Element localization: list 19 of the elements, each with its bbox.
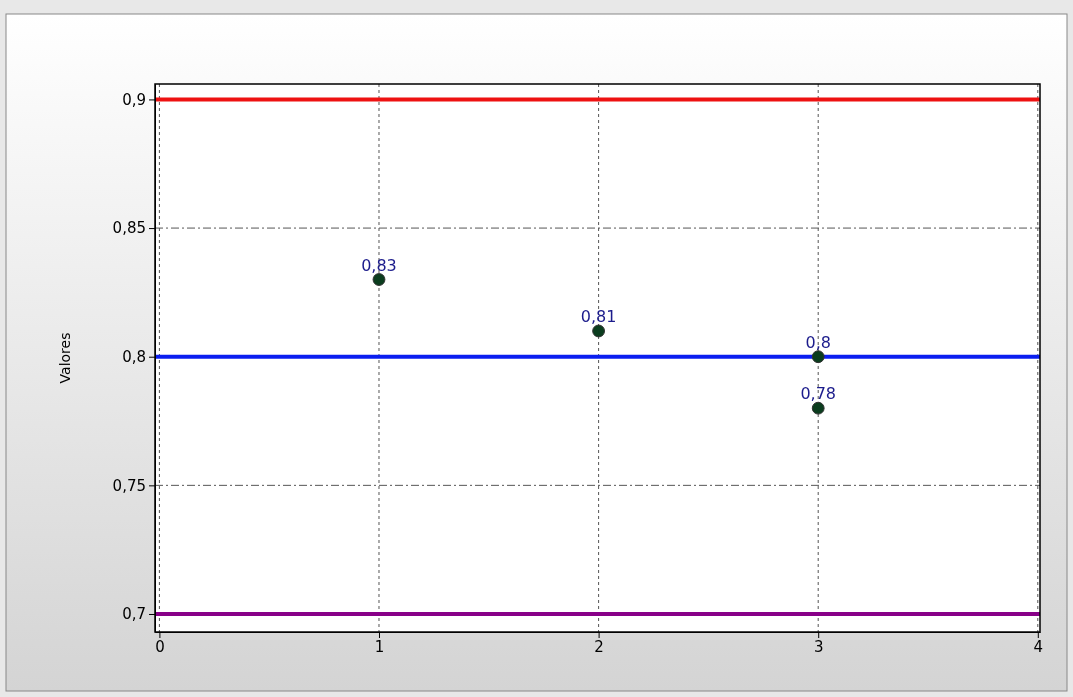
- x-tick-label: 0: [155, 637, 165, 656]
- x-tick-label: 1: [374, 637, 385, 656]
- data-label: 0,81: [580, 306, 617, 326]
- point: [592, 324, 606, 338]
- y-tick-label: 0,75: [112, 476, 146, 495]
- point: [811, 401, 825, 415]
- point: [811, 350, 825, 364]
- point: [372, 273, 386, 286]
- x-tick-label: 4: [1033, 637, 1044, 656]
- y-tick-label: 0,9: [122, 90, 146, 109]
- y-tick-label: 0,8: [122, 348, 146, 367]
- data-label: 0,8: [805, 332, 831, 352]
- y-axis-title: Valores: [57, 332, 73, 384]
- data-label: 0,83: [361, 255, 397, 275]
- y-tick-label: 0,85: [112, 219, 146, 238]
- data-label: 0,78: [800, 384, 837, 404]
- y-tick-label: 0,7: [122, 605, 146, 624]
- x-tick-label: 3: [813, 637, 824, 656]
- x-tick-label: 2: [594, 637, 604, 656]
